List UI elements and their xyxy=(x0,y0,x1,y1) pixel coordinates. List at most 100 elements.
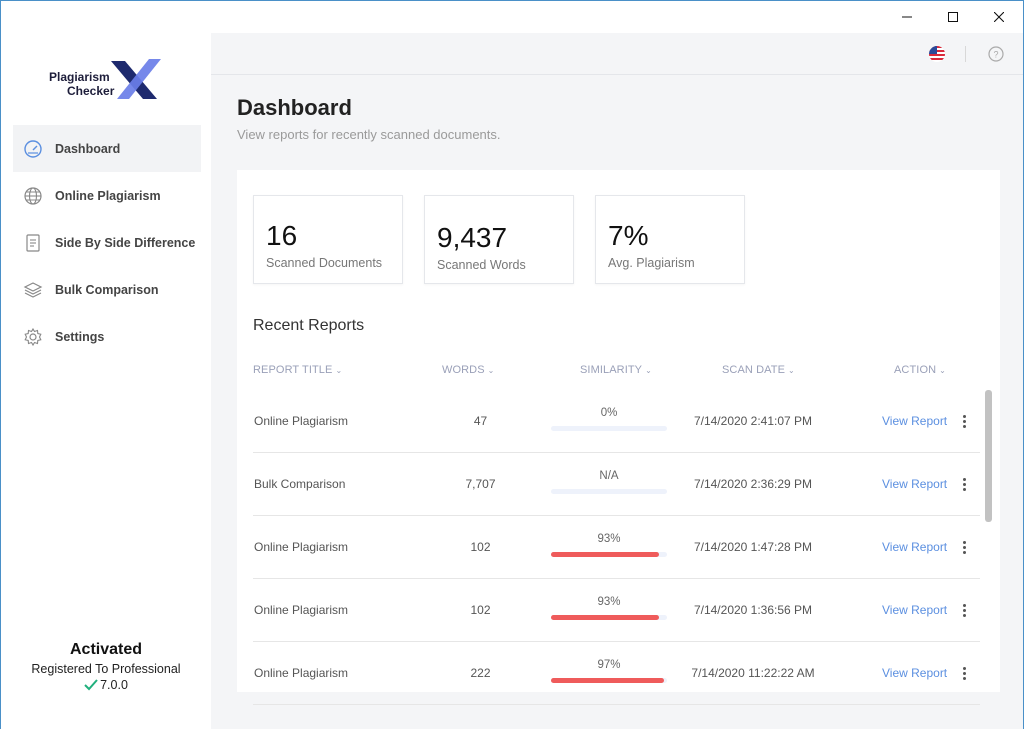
report-title: Bulk Comparison xyxy=(254,477,346,491)
close-icon xyxy=(994,12,1004,22)
sidebar: Plagiarism Checker Dashboard Online Plag… xyxy=(1,33,211,729)
document-icon xyxy=(23,233,43,253)
dot xyxy=(963,551,966,554)
similarity-value: 0% xyxy=(600,407,618,419)
word-count: 47 xyxy=(473,414,488,428)
globe-icon xyxy=(23,186,43,206)
more-options-icon[interactable] xyxy=(958,602,970,618)
view-report-link[interactable]: View Report xyxy=(882,477,948,491)
view-report-link[interactable]: View Report xyxy=(882,666,948,680)
sidebar-item-label: Bulk Comparison xyxy=(55,282,159,297)
table-scrollbar[interactable] xyxy=(985,390,992,522)
more-options-icon[interactable] xyxy=(958,476,970,492)
chevron-down-icon: ⌄ xyxy=(939,365,946,375)
sidebar-item-side-by-side-difference[interactable]: Side By Side Difference xyxy=(13,219,201,266)
stat-label: Avg. Plagiarism xyxy=(608,256,695,270)
chevron-down-icon: ⌄ xyxy=(788,365,795,375)
view-report-link[interactable]: View Report xyxy=(882,603,948,617)
column-label: REPORT TITLE xyxy=(253,364,333,376)
topbar-divider xyxy=(965,46,966,62)
speedometer-icon xyxy=(23,139,43,159)
table-row[interactable]: Online Plagiarism 47 0% 7/14/2020 2:41:07 P… xyxy=(253,390,980,453)
dashboard-card: 16 Scanned Documents 9,437 Scanned Words… xyxy=(237,170,1000,705)
scan-date: 7/14/2020 2:41:07 PM xyxy=(693,414,813,428)
recent-reports-title: Recent Reports xyxy=(253,317,365,334)
table-row[interactable]: Bulk Comparison 7,707 N/A 7/14/2020 2:36:29… xyxy=(253,453,980,516)
more-options-icon[interactable] xyxy=(958,413,970,429)
stat-value: 7% xyxy=(608,220,649,251)
more-options-icon[interactable] xyxy=(958,539,970,555)
sidebar-item-online-plagiarism[interactable]: Online Plagiarism xyxy=(13,172,201,219)
sidebar-item-dashboard[interactable]: Dashboard xyxy=(13,125,201,172)
sidebar-item-label: Settings xyxy=(55,329,105,344)
similarity-bar xyxy=(551,678,667,683)
similarity-bar-fill xyxy=(551,678,664,683)
stat-value: 16 xyxy=(266,220,298,251)
report-title: Online Plagiarism xyxy=(254,414,349,428)
more-options-icon[interactable] xyxy=(958,665,970,681)
similarity-bar-fill xyxy=(551,552,659,557)
similarity-value: N/A xyxy=(599,470,619,482)
sidebar-item-label: Dashboard xyxy=(55,141,121,156)
maximize-icon xyxy=(948,12,958,22)
view-report-link[interactable]: View Report xyxy=(882,414,948,428)
similarity-value: 97% xyxy=(597,659,621,671)
app-logo: Plagiarism Checker xyxy=(47,57,167,105)
dot xyxy=(963,614,966,617)
stat-label: Scanned Documents xyxy=(266,256,383,270)
sidebar-item-bulk-comparison[interactable]: Bulk Comparison xyxy=(13,266,201,313)
stat-avg-plagiarism: 7% Avg. Plagiarism xyxy=(595,195,745,284)
chevron-down-icon: ⌄ xyxy=(487,365,495,375)
version-text: 7.0.0 xyxy=(100,678,128,692)
dot xyxy=(963,546,966,549)
registration-text: Registered To Professional xyxy=(31,662,181,676)
similarity-value: 93% xyxy=(597,533,621,545)
sidebar-nav: Dashboard Online Plagiarism Side By Side… xyxy=(13,125,201,360)
column-header-similarity[interactable]: SIMILARITY ⌄ xyxy=(580,364,652,376)
minimize-button[interactable] xyxy=(884,1,930,33)
page-title: Dashboard xyxy=(237,95,352,120)
word-count: 102 xyxy=(470,540,491,554)
column-header-scan-date[interactable]: SCAN DATE ⌄ xyxy=(722,364,795,376)
help-icon[interactable]: ? xyxy=(988,46,1004,62)
table-row[interactable]: Online Plagiarism 102 93% 7/14/2020 1:47:28… xyxy=(253,516,980,579)
word-count: 7,707 xyxy=(465,477,496,491)
chevron-down-icon: ⌄ xyxy=(645,365,652,375)
view-report-link[interactable]: View Report xyxy=(882,540,948,554)
gear-icon xyxy=(23,327,43,347)
layers-icon xyxy=(23,280,43,300)
sidebar-item-settings[interactable]: Settings xyxy=(13,313,201,360)
column-header-action[interactable]: ACTION ⌄ xyxy=(894,364,946,376)
dot xyxy=(963,420,966,423)
similarity-bar xyxy=(551,489,667,494)
main-content: ? Dashboard View reports for recently sc… xyxy=(211,33,1023,729)
us-flag-icon[interactable] xyxy=(929,46,945,62)
maximize-button[interactable] xyxy=(930,1,976,33)
scan-date: 7/14/2020 1:47:28 PM xyxy=(693,540,813,554)
sidebar-item-label: Online Plagiarism xyxy=(55,188,161,203)
close-button[interactable] xyxy=(976,1,1022,33)
dot xyxy=(963,541,966,544)
column-label: SIMILARITY xyxy=(580,364,643,376)
dot xyxy=(963,677,966,680)
dot xyxy=(963,425,966,428)
column-header-words[interactable]: WORDS ⌄ xyxy=(442,364,494,376)
dot xyxy=(963,483,966,486)
similarity-bar-fill xyxy=(551,615,659,620)
dot xyxy=(963,604,966,607)
version-row: 7.0.0 xyxy=(1,678,211,692)
similarity-bar xyxy=(551,615,667,620)
dot xyxy=(963,667,966,670)
logo-line1: Plagiarism xyxy=(49,70,110,84)
dot xyxy=(963,478,966,481)
title-bar xyxy=(1,1,1023,33)
table-row[interactable]: Online Plagiarism 222 97% 7/14/2020 11:22:2… xyxy=(253,642,980,705)
dot xyxy=(963,415,966,418)
table-row[interactable]: Online Plagiarism 102 93% 7/14/2020 1:36:56… xyxy=(253,579,980,642)
column-header-report-title[interactable]: REPORT TITLE ⌄ xyxy=(253,364,342,376)
minimize-icon xyxy=(902,16,912,18)
chevron-down-icon: ⌄ xyxy=(335,365,343,375)
column-label: ACTION xyxy=(894,364,937,376)
stat-scanned-words: 9,437 Scanned Words xyxy=(424,195,574,284)
